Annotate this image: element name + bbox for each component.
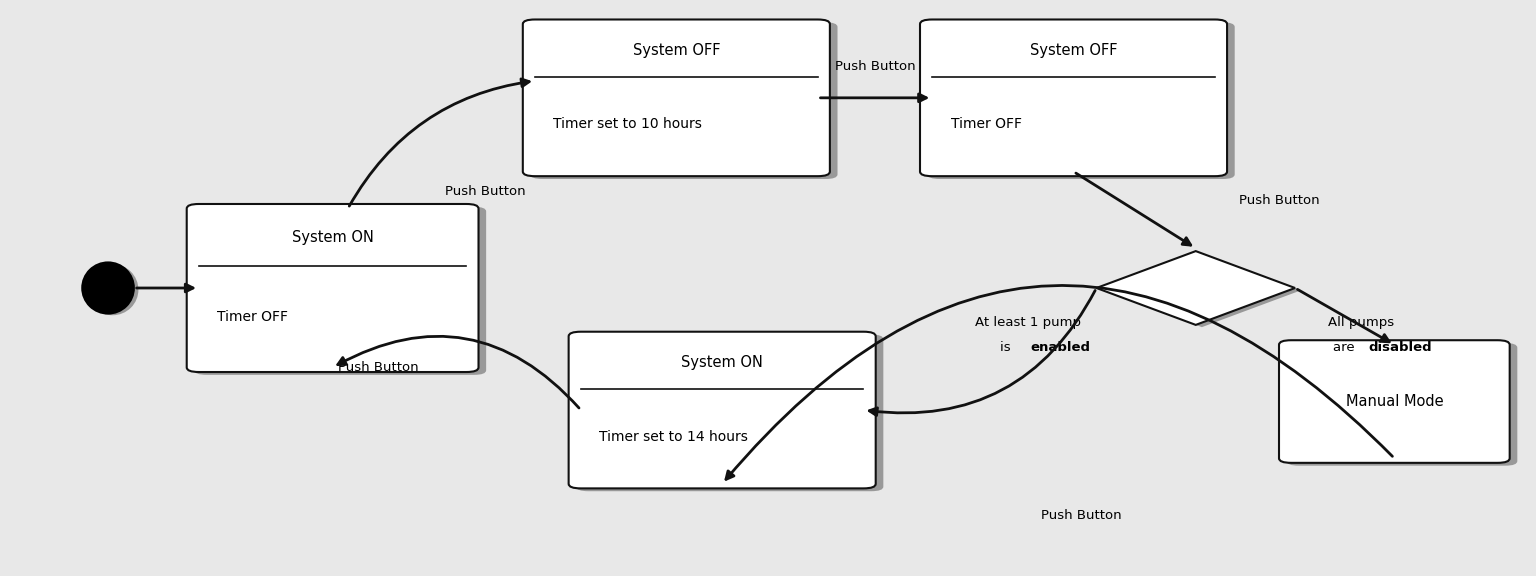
Text: Manual Mode: Manual Mode xyxy=(1346,394,1444,409)
FancyBboxPatch shape xyxy=(530,22,837,179)
Text: All pumps: All pumps xyxy=(1327,316,1393,328)
Ellipse shape xyxy=(83,263,134,313)
Text: are: are xyxy=(1333,341,1359,354)
Text: Push Button: Push Button xyxy=(445,185,525,198)
Text: System ON: System ON xyxy=(292,230,373,245)
FancyBboxPatch shape xyxy=(568,332,876,488)
Text: Push Button: Push Button xyxy=(834,60,915,73)
FancyBboxPatch shape xyxy=(195,207,487,375)
Text: System ON: System ON xyxy=(682,355,763,370)
Text: enabled: enabled xyxy=(1031,341,1091,354)
Polygon shape xyxy=(1103,253,1301,327)
Text: Push Button: Push Button xyxy=(1041,509,1121,521)
Polygon shape xyxy=(1097,251,1295,325)
Text: disabled: disabled xyxy=(1369,341,1432,354)
FancyBboxPatch shape xyxy=(1279,340,1510,463)
Text: Timer set to 10 hours: Timer set to 10 hours xyxy=(553,118,702,131)
Ellipse shape xyxy=(88,264,138,315)
Text: System OFF: System OFF xyxy=(633,43,720,58)
Text: System OFF: System OFF xyxy=(1029,43,1117,58)
FancyBboxPatch shape xyxy=(187,204,479,372)
Text: Push Button: Push Button xyxy=(338,361,419,374)
FancyBboxPatch shape xyxy=(1287,343,1518,465)
Text: At least 1 pump: At least 1 pump xyxy=(975,316,1081,328)
FancyBboxPatch shape xyxy=(928,22,1235,179)
Text: Push Button: Push Button xyxy=(1240,194,1319,207)
Text: Timer OFF: Timer OFF xyxy=(951,118,1021,131)
Text: is: is xyxy=(1000,341,1015,354)
FancyBboxPatch shape xyxy=(522,20,829,176)
Text: Timer set to 14 hours: Timer set to 14 hours xyxy=(599,430,748,444)
Text: Timer OFF: Timer OFF xyxy=(217,310,289,324)
FancyBboxPatch shape xyxy=(576,335,883,491)
FancyBboxPatch shape xyxy=(920,20,1227,176)
